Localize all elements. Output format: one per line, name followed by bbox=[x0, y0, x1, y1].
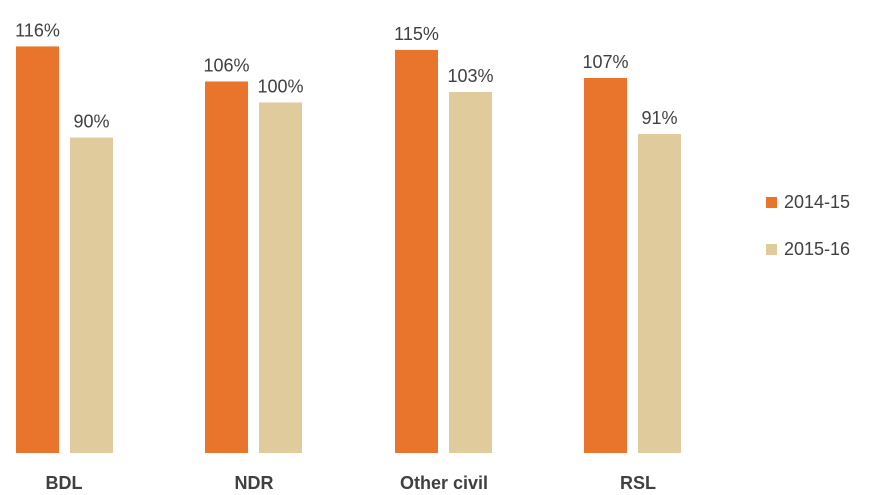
legend-label-2014-15: 2014-15 bbox=[784, 191, 851, 212]
category-label-other-civil: Other civil bbox=[400, 473, 488, 493]
data-label-rsl-2015-16: 91% bbox=[641, 108, 677, 128]
data-label-rsl-2014-15: 107% bbox=[582, 52, 628, 72]
data-label-other-civil-2015-16: 103% bbox=[447, 66, 493, 86]
data-label-other-civil-2014-15: 115% bbox=[394, 24, 439, 44]
bar-other-civil-2014-15 bbox=[395, 49, 438, 454]
data-label-bdl-2015-16: 90% bbox=[73, 112, 109, 132]
bar-ndr-2015-16 bbox=[259, 102, 302, 453]
chart-legend: 2014-15 2015-16 bbox=[766, 190, 850, 284]
category-label-rsl: RSL bbox=[620, 473, 656, 493]
category-label-bdl: BDL bbox=[46, 473, 83, 493]
bar-ndr-2014-15 bbox=[205, 81, 248, 453]
bar-rsl-2014-15 bbox=[584, 77, 627, 453]
data-label-ndr-2015-16: 100% bbox=[257, 77, 303, 97]
data-label-ndr-2014-15: 106% bbox=[203, 55, 249, 75]
legend-swatch-2014-15 bbox=[766, 196, 777, 208]
bar-other-civil-2015-16 bbox=[449, 91, 492, 454]
category-label-ndr: NDR bbox=[235, 473, 274, 493]
legend-item-2014-15: 2014-15 bbox=[766, 190, 850, 214]
data-label-bdl-2014-15: 116% bbox=[15, 20, 60, 40]
legend-swatch-2015-16 bbox=[766, 243, 777, 255]
bar-rsl-2015-16 bbox=[638, 134, 681, 454]
bar-bdl-2015-16 bbox=[70, 137, 113, 454]
legend-item-2015-16: 2015-16 bbox=[766, 237, 850, 261]
bar-bdl-2014-15 bbox=[16, 46, 59, 454]
legend-label-2015-16: 2015-16 bbox=[784, 238, 851, 259]
